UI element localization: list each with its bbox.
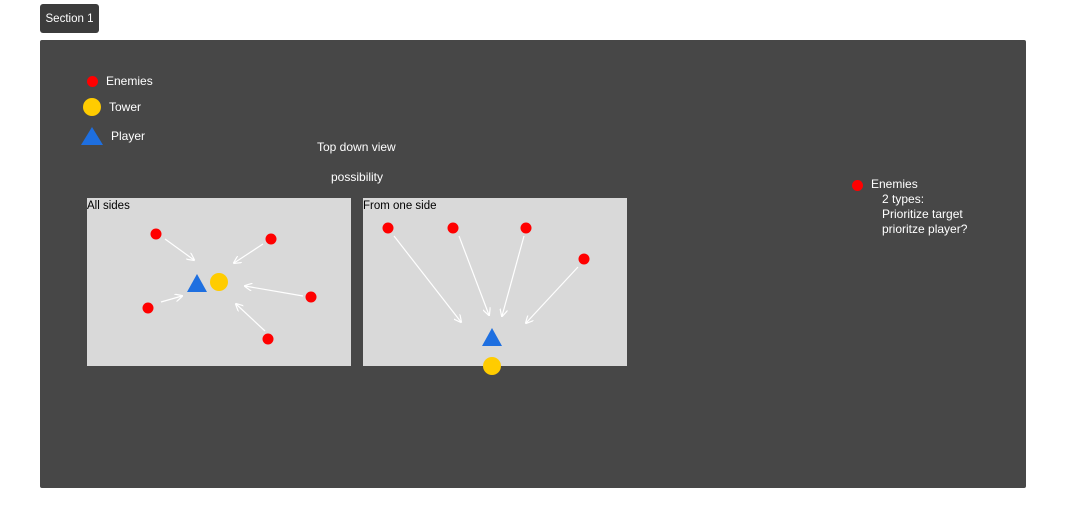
enemy-dot-icon	[150, 228, 162, 240]
one-side-arrows	[393, 235, 579, 323]
heading-line-2: possibility	[331, 170, 384, 184]
tower-dot-icon	[483, 357, 501, 375]
enemy-dot-icon	[87, 75, 98, 87]
enemy-dot-icon	[262, 333, 274, 345]
one-side-enemies	[382, 222, 590, 265]
note-enemy-dot-icon	[852, 180, 863, 191]
note-line: 2 types:	[882, 192, 925, 206]
note-lines: 2 types: Prioritize target prioritze pla…	[882, 192, 967, 237]
panel-all-sides-title: All sides	[87, 200, 130, 212]
heading-line-1: Top down view	[317, 140, 396, 154]
enemy-dot-icon	[578, 253, 590, 265]
note-line: prioritze player?	[882, 222, 968, 236]
arrow	[458, 235, 489, 315]
enemy-dot-icon	[447, 222, 459, 234]
legend-enemies-label: Enemies	[106, 74, 153, 88]
note-line: Prioritize target	[882, 207, 963, 221]
tower-dot-icon	[210, 273, 228, 291]
legend-tower-label: Tower	[109, 100, 142, 114]
enemy-dot-icon	[265, 233, 277, 245]
section-tab-label: Section 1	[45, 12, 94, 25]
arrow	[502, 235, 525, 316]
legend-player-label: Player	[111, 129, 146, 143]
arrow	[245, 286, 304, 297]
arrow	[234, 243, 264, 263]
panel-one-side-title: From one side	[363, 200, 437, 212]
arrow	[393, 235, 461, 322]
all-sides-enemies	[142, 228, 317, 345]
all-sides-arrows	[160, 238, 304, 332]
enemy-dot-icon	[142, 302, 154, 314]
arrow	[526, 266, 579, 323]
enemy-dot-icon	[305, 291, 317, 303]
player-triangle-icon	[482, 328, 502, 346]
enemy-dot-icon	[520, 222, 532, 234]
arrow	[160, 296, 182, 303]
enemy-dot-icon	[382, 222, 394, 234]
tower-dot-icon	[83, 98, 101, 116]
legend-tower: Tower	[83, 98, 141, 116]
legend-enemies: Enemies	[87, 74, 153, 88]
section-tab[interactable]: Section 1	[40, 4, 99, 33]
legend-player: Player	[81, 127, 145, 145]
arrow	[236, 304, 266, 332]
note-title: Enemies	[871, 177, 918, 191]
section-frame: Enemies Tower Player Top down view possi…	[40, 40, 1026, 488]
player-triangle-icon	[81, 127, 103, 145]
arrow	[164, 238, 194, 260]
diagram-overlay	[142, 222, 590, 375]
player-triangle-icon	[187, 274, 207, 292]
